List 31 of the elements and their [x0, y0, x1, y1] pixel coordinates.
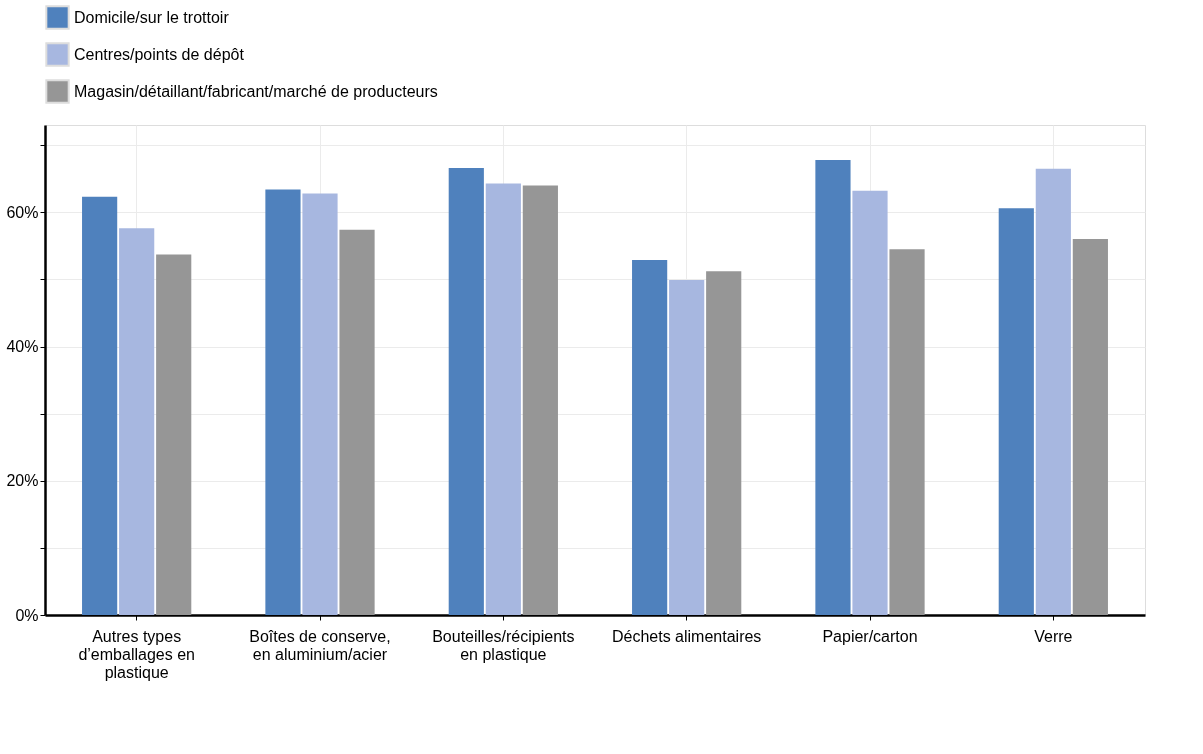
bar: [339, 229, 375, 615]
bar: [522, 185, 558, 615]
x-tick-label: Autres types d’emballages en plastique: [78, 627, 195, 681]
bar: [302, 193, 338, 615]
bar: [1035, 168, 1071, 615]
legend-label: Centres/points de dépôt: [74, 45, 245, 63]
y-tick-label: 20%: [6, 472, 39, 490]
bar: [998, 208, 1034, 615]
bar: [156, 254, 192, 615]
legend-label: Domicile/sur le trottoir: [74, 8, 230, 26]
x-tick-label: Verre: [1034, 627, 1073, 645]
bar: [706, 271, 742, 615]
bar: [669, 280, 705, 615]
bar: [265, 189, 301, 615]
legend-label: Magasin/détaillant/fabricant/marché de producteurs: [74, 82, 438, 100]
y-tick-label: 0%: [15, 606, 39, 624]
x-tick-label: Bouteilles/récipients en plastique: [432, 627, 575, 663]
bar: [632, 259, 668, 615]
bar: [82, 196, 118, 615]
bar: [852, 190, 888, 615]
x-tick-label: Déchets alimentaires: [611, 627, 762, 645]
bar: [448, 167, 484, 615]
x-tick-label: Papier/carton: [822, 627, 918, 645]
bar: [1072, 239, 1108, 615]
bar: [815, 159, 851, 615]
x-tick-label: Boîtes de conserve, en aluminium/acier: [249, 627, 391, 663]
y-tick-label: 60%: [6, 203, 39, 221]
bar: [889, 249, 925, 615]
bar: [485, 183, 521, 615]
y-tick-label: 40%: [6, 338, 39, 356]
bar: [119, 228, 155, 615]
